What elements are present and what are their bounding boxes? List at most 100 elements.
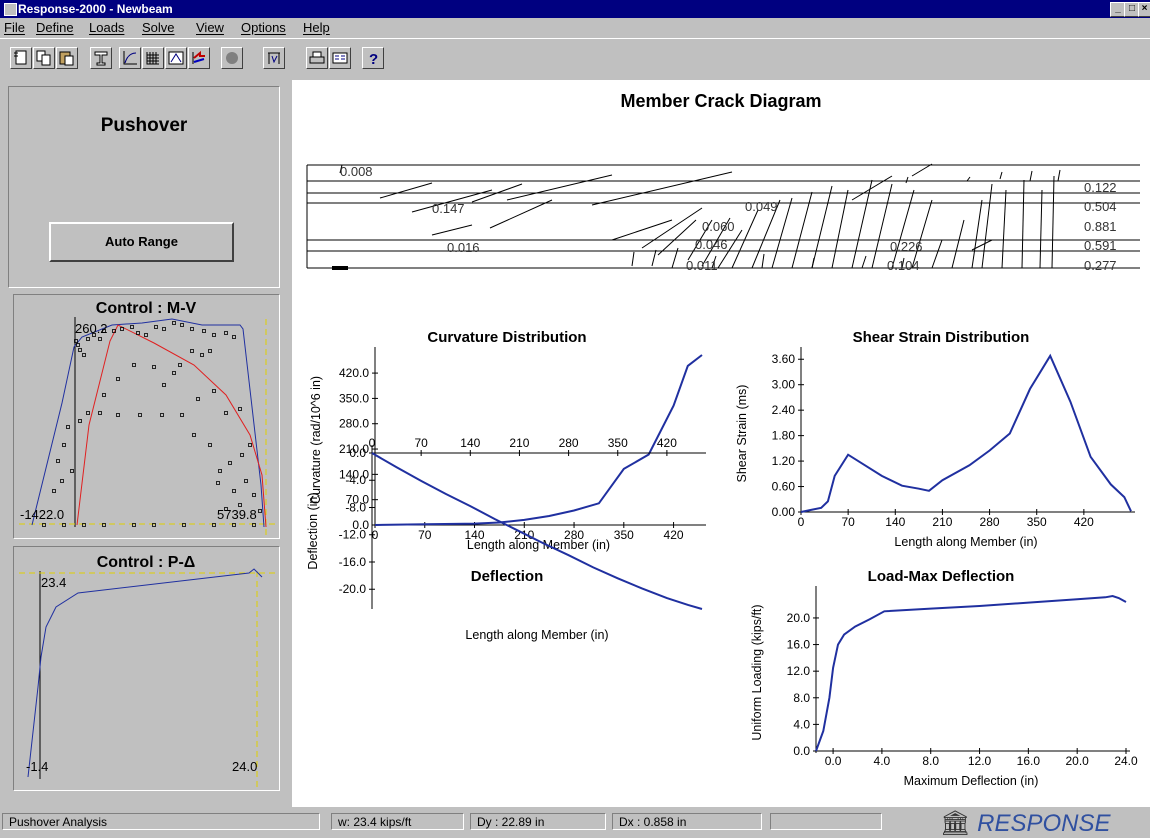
loading-icon[interactable]: [263, 47, 285, 69]
pd-left-label: -1.4: [26, 759, 48, 774]
mv-points: [42, 321, 262, 527]
paste-icon[interactable]: [56, 47, 78, 69]
crack-segment: [1021, 179, 1025, 269]
mv-point: [216, 481, 220, 485]
mv-title: Control : M-V: [96, 300, 197, 317]
crack-segment: [717, 229, 743, 269]
mv-point: [52, 489, 56, 493]
crack-segment: [911, 199, 933, 269]
crack-label: 0.504: [1084, 199, 1117, 214]
menu-view[interactable]: View: [196, 20, 224, 35]
main-plot-area: Member Crack Diagram 0.008 0.147 0.049 0…: [292, 80, 1150, 807]
menu-file[interactable]: File: [4, 20, 25, 35]
mv-point: [232, 523, 236, 527]
mv-left-label: -1422.0: [20, 507, 64, 522]
chart-0: Curvature Distribution 0 70 140 210 280 350 420…: [309, 329, 706, 552]
auto-range-button[interactable]: Auto Range: [49, 222, 234, 262]
x-tick-label: 70: [418, 528, 432, 542]
mv-point: [132, 363, 136, 367]
mv-point: [116, 377, 120, 381]
menu-define[interactable]: Define: [36, 20, 74, 35]
y-tick-label: 350.0: [339, 391, 369, 405]
curve-icon[interactable]: [119, 47, 141, 69]
mv-point: [102, 329, 106, 333]
menu-solve[interactable]: Solve: [142, 20, 175, 35]
menu-loads[interactable]: Loads: [89, 20, 125, 35]
y-tick-label: -20.0: [339, 582, 367, 596]
crack-label: 0.016: [447, 240, 480, 255]
mv-point: [76, 343, 80, 347]
x-tick-label: 420: [657, 436, 677, 450]
crack-segment: [905, 176, 909, 184]
x-tick-label: 140: [465, 528, 485, 542]
crack-label: 0.046: [695, 237, 728, 252]
record-icon[interactable]: [221, 47, 243, 69]
mv-point: [132, 523, 136, 527]
crack-segment: [751, 199, 781, 269]
crack-segment: [489, 199, 553, 229]
mv-point: [160, 413, 164, 417]
mv-point: [212, 523, 216, 527]
mv-point: [42, 523, 46, 527]
arrow-flag-icon[interactable]: [188, 47, 210, 69]
new-document-icon[interactable]: [10, 47, 32, 69]
x-tick-label: 210: [509, 436, 529, 450]
crack-title: Member Crack Diagram: [620, 91, 821, 111]
menu-options[interactable]: Options: [241, 20, 286, 35]
chart-title: Shear Strain Distribution: [853, 329, 1030, 346]
view-icon[interactable]: [329, 47, 351, 69]
mv-point: [218, 469, 222, 473]
mv-point: [190, 349, 194, 353]
status-load: w: 23.4 kips/ft: [331, 813, 464, 830]
pushover-title: Pushover: [100, 115, 188, 136]
y-axis-label: Shear Strain (ms): [735, 385, 749, 483]
x-tick-label: 280: [980, 515, 1000, 529]
crack-segment: [811, 257, 815, 269]
crack-segment: [641, 207, 703, 249]
copy-icon[interactable]: [33, 47, 55, 69]
x-tick-label: 350: [1027, 515, 1047, 529]
chart-3: Load-Max Deflection 0.0 4.0 8.0 12.0 16.0 20.0…: [750, 568, 1138, 788]
crack-segment: [1001, 189, 1007, 269]
main-svg: Member Crack Diagram 0.008 0.147 0.049 0…: [306, 91, 1140, 788]
member-icon[interactable]: [165, 47, 187, 69]
mv-point: [232, 335, 236, 339]
crack-segment: [966, 176, 971, 182]
grid-icon[interactable]: [142, 47, 164, 69]
mv-point: [212, 333, 216, 337]
window-title: Response-2000 - Newbeam: [18, 2, 173, 16]
crack-segment: [831, 189, 849, 269]
mv-envelope: [31, 318, 265, 528]
status-mode: Pushover Analysis: [2, 813, 320, 830]
print-icon[interactable]: [306, 47, 328, 69]
mv-point: [248, 443, 252, 447]
crack-segment: [711, 255, 717, 269]
y-tick-label: 1.80: [772, 429, 796, 443]
mv-point: [138, 413, 142, 417]
cross-section-icon[interactable]: [90, 47, 112, 69]
chart-series-line: [815, 594, 1127, 752]
y-tick-label: 8.0: [793, 691, 810, 705]
mv-point: [78, 348, 82, 352]
crack-segment: [591, 171, 733, 206]
svg-text:?: ?: [369, 51, 378, 66]
x-tick-label: 16.0: [1017, 754, 1041, 768]
menu-help[interactable]: Help: [303, 20, 330, 35]
y-tick-label: 0.0: [349, 446, 366, 460]
mv-point: [172, 321, 176, 325]
mv-point: [92, 333, 96, 337]
mv-point: [78, 419, 82, 423]
crack-segment: [471, 183, 523, 203]
pd-right-label: 24.0: [232, 759, 257, 774]
mv-point: [252, 493, 256, 497]
pd-plot: Control : P-Δ 23.4 -1.4 24.0: [19, 554, 276, 787]
y-tick-label: 0.00: [772, 505, 796, 519]
y-tick-label: -4.0: [345, 473, 366, 487]
x-tick-label: 4.0: [874, 754, 891, 768]
mv-point: [182, 523, 186, 527]
crack-segment: [891, 189, 915, 269]
help-icon[interactable]: ?: [362, 47, 384, 69]
mv-point: [240, 453, 244, 457]
close-button[interactable]: ×: [1138, 2, 1150, 17]
crack-label: 0.881: [1084, 219, 1117, 234]
